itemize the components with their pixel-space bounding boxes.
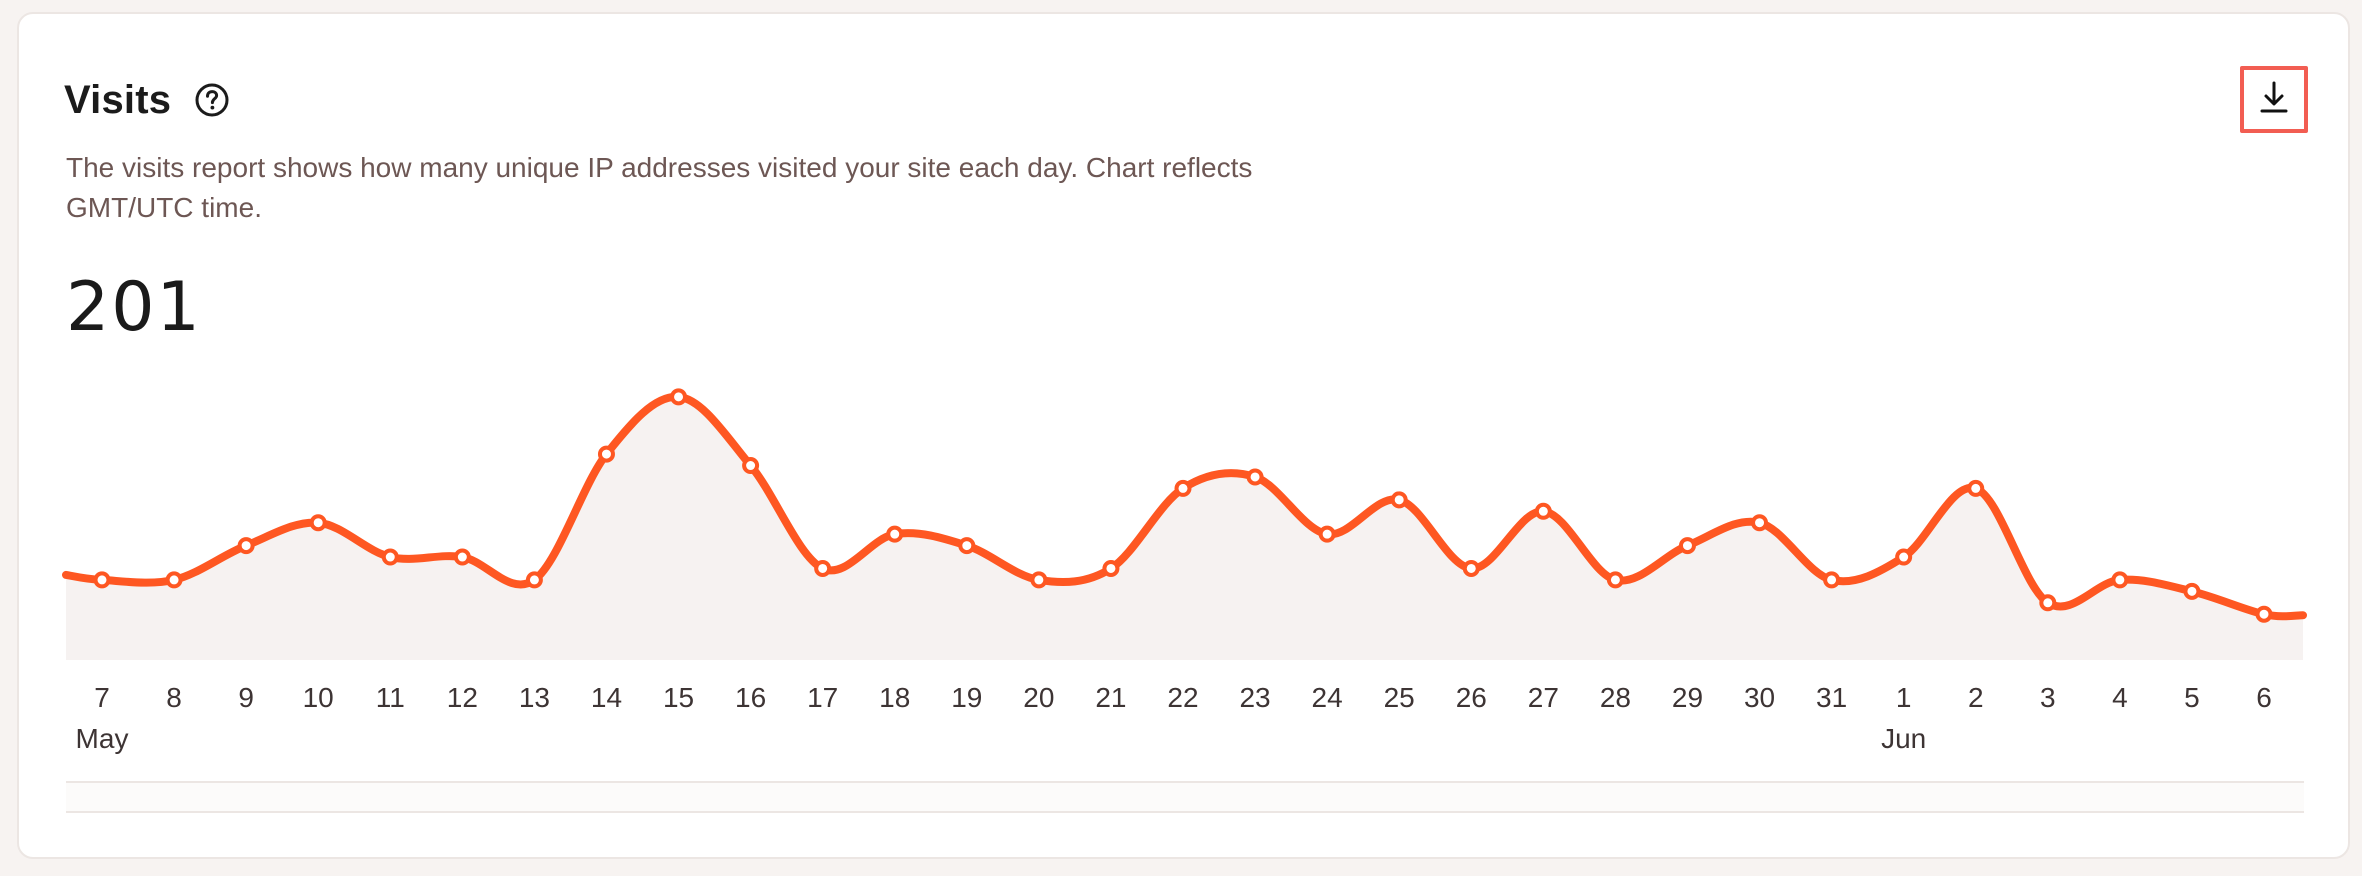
chart-point[interactable] bbox=[597, 445, 615, 463]
chart-point[interactable] bbox=[1606, 571, 1624, 589]
chart-point[interactable] bbox=[1030, 571, 1048, 589]
page-title: Visits bbox=[64, 77, 172, 122]
chart-point[interactable] bbox=[886, 525, 904, 543]
chart-point[interactable] bbox=[309, 514, 327, 532]
chart-point[interactable] bbox=[1174, 479, 1192, 497]
chart-point[interactable] bbox=[814, 559, 832, 577]
chart-point[interactable] bbox=[958, 537, 976, 555]
download-icon bbox=[2257, 79, 2291, 120]
chart-point[interactable] bbox=[453, 548, 471, 566]
chart-point[interactable] bbox=[1895, 548, 1913, 566]
help-circle-icon[interactable] bbox=[193, 81, 231, 119]
chart-point[interactable] bbox=[165, 571, 183, 589]
chart-point[interactable] bbox=[1246, 468, 1264, 486]
visits-total: 201 bbox=[66, 268, 202, 347]
download-button[interactable] bbox=[2240, 66, 2308, 133]
visits-card bbox=[17, 12, 2350, 859]
chart-point[interactable] bbox=[1102, 559, 1120, 577]
chart-point[interactable] bbox=[1534, 502, 1552, 520]
chart-point[interactable] bbox=[1967, 479, 1985, 497]
chart-point[interactable] bbox=[381, 548, 399, 566]
title-row: Visits bbox=[64, 74, 231, 126]
chart-point[interactable] bbox=[93, 571, 111, 589]
chart-scrollbar[interactable] bbox=[66, 781, 2304, 813]
chart-point[interactable] bbox=[1390, 491, 1408, 509]
chart-point[interactable] bbox=[2183, 582, 2201, 600]
chart-point[interactable] bbox=[237, 537, 255, 555]
chart-point[interactable] bbox=[1318, 525, 1336, 543]
chart-point[interactable] bbox=[1462, 559, 1480, 577]
report-description: The visits report shows how many unique … bbox=[66, 152, 1253, 223]
chart-point[interactable] bbox=[742, 457, 760, 475]
chart-point[interactable] bbox=[2039, 594, 2057, 612]
chart-point[interactable] bbox=[2255, 605, 2273, 623]
chart-point[interactable] bbox=[1823, 571, 1841, 589]
chart-point[interactable] bbox=[525, 571, 543, 589]
chart-point[interactable] bbox=[670, 388, 688, 406]
chart-point[interactable] bbox=[2111, 571, 2129, 589]
chart-point[interactable] bbox=[1751, 514, 1769, 532]
chart-point[interactable] bbox=[1678, 537, 1696, 555]
